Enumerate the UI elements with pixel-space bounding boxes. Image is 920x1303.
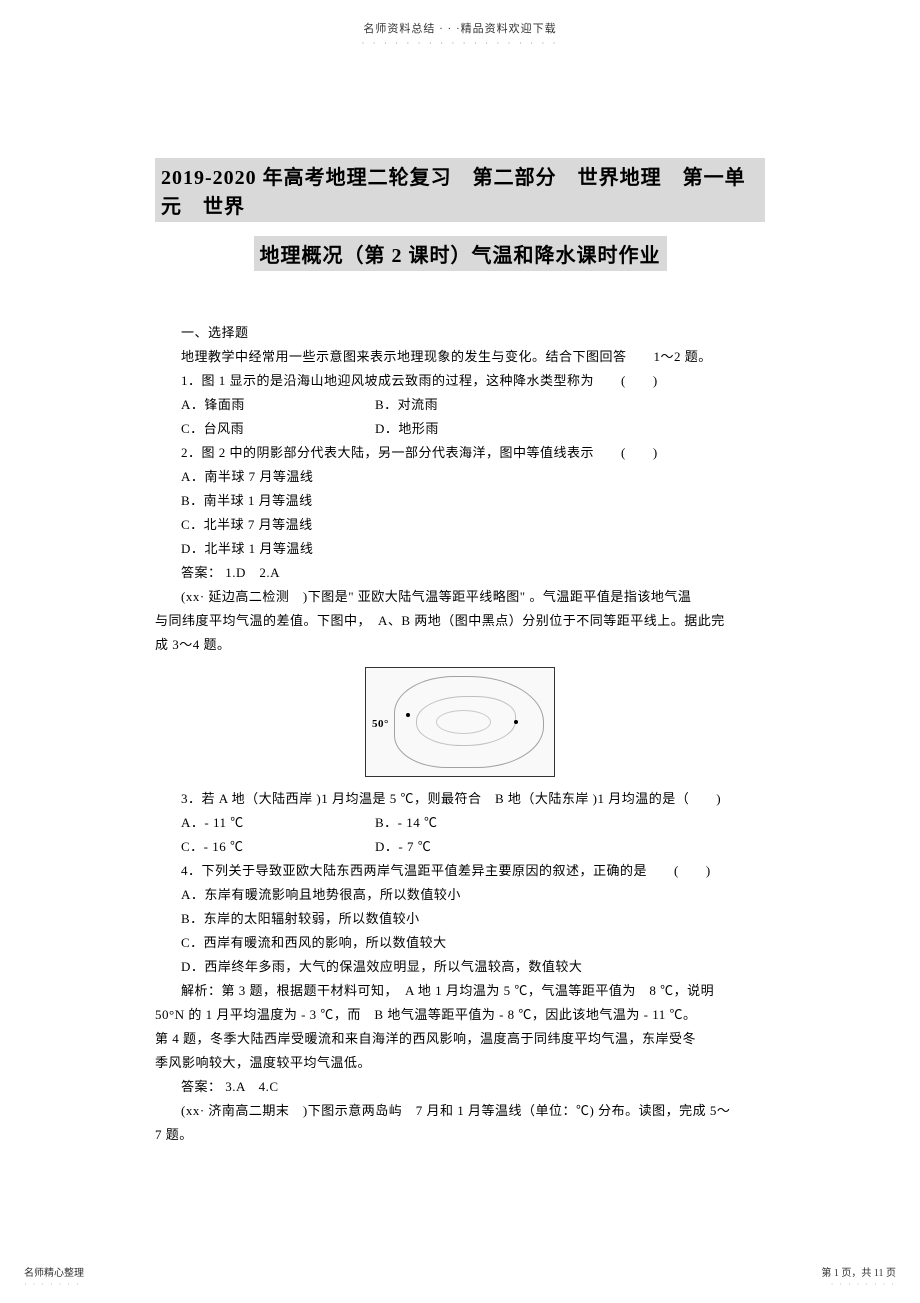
set2-analysis-l2: 50°N 的 1 月平均温度为 - 3 ℃，而 B 地气温等距平值为 - 8 ℃… (155, 1003, 765, 1027)
set1-answer: 答案： 1.D 2.A (155, 561, 765, 585)
footer-left: 名师精心整理 (24, 1264, 84, 1279)
q3-opt-c: C．- 16 ℃ (155, 835, 375, 859)
section-heading: 一、选择题 (155, 321, 765, 345)
q1-text: 1．图 1 显示的是沿海山地迎风坡成云致雨的过程，这种降水类型称为 ( ) (155, 369, 765, 393)
q4-text: 4．下列关于导致亚欧大陆东西两岸气温距平值差异主要原因的叙述，正确的是 ( ) (155, 859, 765, 883)
set2-analysis-l3: 第 4 题，冬季大陆西岸受暖流和来自海洋的西风影响，温度高于同纬度平均气温，东岸… (155, 1027, 765, 1051)
set3-stem-l2: 7 题。 (155, 1123, 765, 1147)
map-point-b (514, 720, 518, 724)
page-title-line2: 地理概况（第 2 课时）气温和降水课时作业 (254, 236, 667, 271)
set2-stem-l2: 与同纬度平均气温的差值。下图中， A、B 两地（图中黑点）分别位于不同等距平线上… (155, 609, 765, 633)
q2-opt-c: C．北半球 7 月等温线 (155, 513, 765, 537)
content-area: 2019-2020 年高考地理二轮复习 第二部分 世界地理 第一单元 世界 地理… (0, 158, 920, 1147)
footer-left-dots: · · · · · · · (24, 1280, 81, 1289)
q4-opt-d: D．西岸终年多雨，大气的保温效应明显，所以气温较高，数值较大 (155, 955, 765, 979)
set2-stem-l1: (xx· 延边高二检测 )下图是" 亚欧大陆气温等距平线略图" 。气温距平值是指… (155, 585, 765, 609)
set1-stem: 地理教学中经常用一些示意图来表示地理现象的发生与变化。结合下图回答 1～2 题。 (155, 345, 765, 369)
footer-right: 第 1 页，共 11 页 (821, 1264, 896, 1279)
page-header-dots: · · · · · · · · · · · · · · · · · · (0, 38, 920, 48)
map-figure: 50° (365, 667, 555, 777)
q1-opt-c: C．台风雨 (155, 417, 375, 441)
set3-stem-l1: (xx· 济南高二期末 )下图示意两岛屿 7 月和 1 月等温线（单位：℃) 分… (155, 1099, 765, 1123)
map-contour-2 (436, 710, 491, 734)
q1-opt-d: D．地形雨 (375, 417, 765, 441)
set2-stem-l3: 成 3～4 题。 (155, 633, 765, 657)
map-point-a (406, 713, 410, 717)
q4-opt-b: B．东岸的太阳辐射较弱，所以数值较小 (155, 907, 765, 931)
q3-opt-a: A．- 11 ℃ (155, 811, 375, 835)
page-title-line1: 2019-2020 年高考地理二轮复习 第二部分 世界地理 第一单元 世界 (155, 158, 765, 222)
set2-analysis-l1: 解析：第 3 题，根据题干材料可知， A 地 1 月均温为 5 ℃，气温等距平值… (155, 979, 765, 1003)
q3-text: 3．若 A 地（大陆西岸 )1 月均温是 5 ℃，则最符合 B 地（大陆东岸 )… (155, 787, 765, 811)
q2-opt-d: D．北半球 1 月等温线 (155, 537, 765, 561)
q3-opt-b: B．- 14 ℃ (375, 811, 765, 835)
figure-latitude-label: 50° (372, 712, 389, 736)
q2-opt-b: B．南半球 1 月等温线 (155, 489, 765, 513)
footer-right-dots: · · · · · · · · (831, 1280, 896, 1289)
q1-opt-a: A．锋面雨 (155, 393, 375, 417)
page-header: 名师资料总结 · · ·精品资料欢迎下载 (0, 0, 920, 36)
set2-analysis-l4: 季风影响较大，温度较平均气温低。 (155, 1051, 765, 1075)
body-text: 一、选择题 地理教学中经常用一些示意图来表示地理现象的发生与变化。结合下图回答 … (155, 321, 765, 1147)
q4-opt-c: C．西岸有暖流和西风的影响，所以数值较大 (155, 931, 765, 955)
q4-opt-a: A．东岸有暖流影响且地势很高，所以数值较小 (155, 883, 765, 907)
q2-text: 2．图 2 中的阴影部分代表大陆，另一部分代表海洋，图中等值线表示 ( ) (155, 441, 765, 465)
set2-answer: 答案： 3.A 4.C (155, 1075, 765, 1099)
q3-opt-d: D．- 7 ℃ (375, 835, 765, 859)
q1-opt-b: B．对流雨 (375, 393, 765, 417)
q2-opt-a: A．南半球 7 月等温线 (155, 465, 765, 489)
